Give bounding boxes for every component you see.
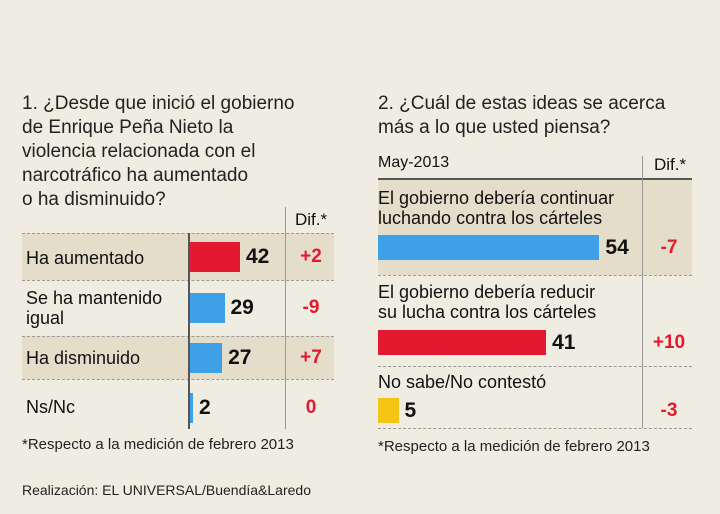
chart-1-dif-value: +2 <box>300 246 322 267</box>
chart-1-row-band <box>22 233 334 280</box>
chart-1-category-label-line: Ns/Nc <box>26 397 75 417</box>
chart-2-footnote: *Respecto a la medición de febrero 2013 <box>378 438 650 455</box>
chart-1-row-separator <box>22 379 334 380</box>
chart-2-category-label: No sabe/No contestó <box>378 372 546 392</box>
chart-1-bar <box>190 343 223 373</box>
chart-2-category-label: El gobierno debería reducir su lucha con… <box>378 282 596 322</box>
chart-2-dif-divider <box>642 156 643 428</box>
chart-1-bar <box>190 393 193 423</box>
chart-2-category-label-line: luchando contra los cárteles <box>378 208 603 228</box>
chart-2-bar <box>378 330 547 355</box>
chart-1-title-line: narcotráfico ha aumentado <box>22 165 249 186</box>
chart-2-bar <box>378 398 399 423</box>
chart-2-row-separator <box>378 366 692 367</box>
chart-1-dif-divider <box>285 207 286 429</box>
chart-1-axis-line <box>188 233 190 429</box>
chart-1-value-label: 2 <box>199 396 211 419</box>
chart-1-row-separator <box>22 233 334 234</box>
chart-1-category-label-line: igual <box>26 308 65 328</box>
chart-2-category-label-line: No sabe/No contestó <box>378 372 547 392</box>
chart-2-row-separator <box>378 275 692 276</box>
chart-2-row-separator <box>378 428 692 429</box>
chart-2-dif-value: -3 <box>660 400 678 421</box>
chart-1-bar <box>190 293 225 323</box>
chart-2-dif-header: Dif.* <box>653 155 687 174</box>
chart-2-header-rule <box>378 178 692 180</box>
chart-1-title-line: o ha disminuido? <box>22 189 166 210</box>
chart-1-value-label: 29 <box>230 296 254 319</box>
chart-1-category-label: Ha disminuido <box>26 348 140 368</box>
chart-1-dif-header: Dif.* <box>294 210 328 229</box>
chart-1-dif-value: -9 <box>302 297 320 318</box>
chart-2-value-label: 5 <box>404 398 417 422</box>
chart-2-value-label: 41 <box>552 330 576 354</box>
chart-1-category-label: Ns/Nc <box>26 397 75 417</box>
chart-1-title-line: violencia relacionada con el <box>22 141 256 162</box>
chart-1-value-label: 42 <box>245 245 270 268</box>
chart-2-bar <box>378 235 600 260</box>
chart-1-title-line: de Enrique Peña Nieto la <box>22 117 234 138</box>
chart-2-dif-value: +10 <box>652 332 686 353</box>
chart-2-title-line: más a lo que usted piensa? <box>378 117 611 138</box>
chart-2-dif-value: -7 <box>660 237 678 258</box>
chart-1-category-label: Se ha mantenido igual <box>26 288 162 328</box>
chart-1-row-separator <box>22 280 334 281</box>
chart-1-category-label-line: Se ha mantenido <box>26 288 163 308</box>
chart-1-category-label-line: Ha aumentado <box>26 248 145 268</box>
chart-2-title: 2. ¿Cuál de estas ideas se acerca más a … <box>378 92 665 140</box>
chart-2-category-label-line: El gobierno debería reducir <box>378 282 596 302</box>
chart-2-category-label-line: su lucha contra los cárteles <box>378 302 597 322</box>
chart-1-dif-value: +7 <box>300 347 322 368</box>
chart-1-title-line: 1. ¿Desde que inició el gobierno <box>22 93 295 114</box>
chart-1-row-separator <box>22 336 334 337</box>
chart-1-value-label: 27 <box>228 346 252 369</box>
chart-1-title: 1. ¿Desde que inició el gobierno de Enri… <box>22 92 295 212</box>
chart-1-bar <box>190 242 240 272</box>
chart-1-category-label-line: Ha disminuido <box>26 348 141 368</box>
chart-1-row-band <box>22 336 334 379</box>
chart-2-category-label-line: El gobierno debería continuar <box>378 188 615 208</box>
chart-1-category-label: Ha aumentado <box>26 248 144 268</box>
credit: Realización: EL UNIVERSAL/Buendía&Laredo <box>22 482 311 498</box>
chart-2-category-label: El gobierno debería continuar luchando c… <box>378 188 614 228</box>
chart-1-footnote: *Respecto a la medición de febrero 2013 <box>22 436 294 453</box>
chart-2-subtitle: May-2013 <box>378 154 450 171</box>
chart-2-value-label: 54 <box>605 235 629 259</box>
chart-1-dif-value: 0 <box>305 397 317 418</box>
chart-2-title-line: 2. ¿Cuál de estas ideas se acerca <box>378 93 666 114</box>
